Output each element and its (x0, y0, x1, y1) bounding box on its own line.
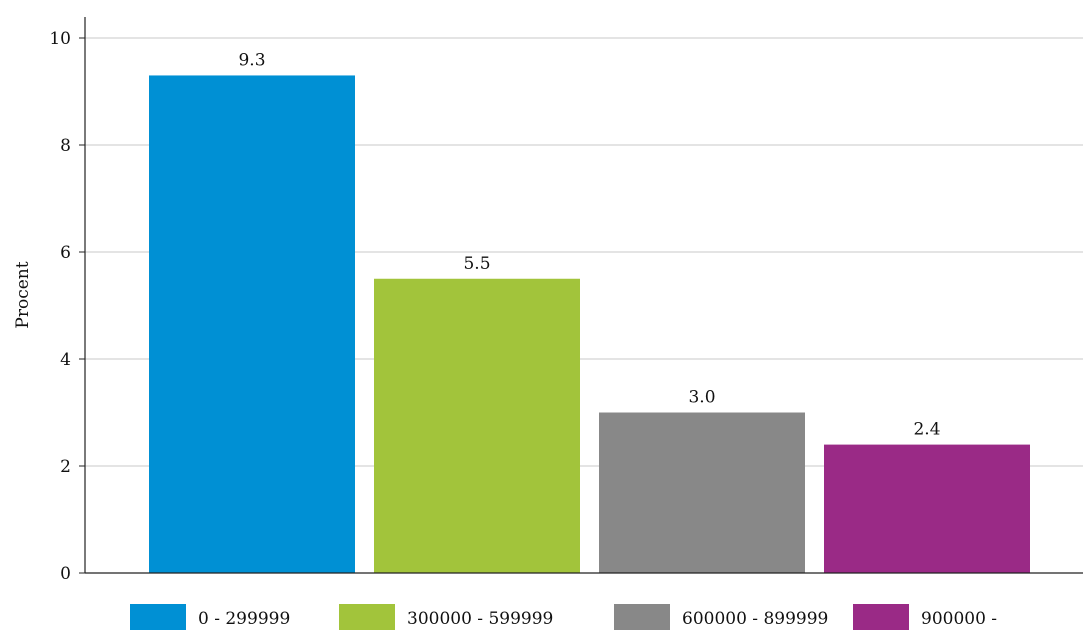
value-labels: 9.3 5.5 3.0 2.4 (238, 50, 940, 439)
axes: 0 2 4 6 8 10 (49, 17, 1083, 584)
bar-value-label: 5.5 (463, 254, 490, 274)
legend-swatch (339, 604, 395, 630)
y-tick-label: 4 (60, 350, 71, 370)
bar (374, 278, 580, 573)
bar (824, 444, 1030, 573)
legend-label: 0 - 299999 (198, 609, 290, 629)
legend-swatch (853, 604, 909, 630)
bar (599, 412, 805, 573)
legend-swatch (614, 604, 670, 630)
bar-value-label: 3.0 (688, 388, 715, 408)
y-tick-label: 0 (60, 564, 71, 584)
legend-label: 900000 - (921, 609, 997, 629)
y-tick-label: 10 (49, 29, 71, 49)
legend: 0 - 299999 300000 - 599999 600000 - 899999… (130, 604, 997, 630)
bar-value-label: 2.4 (913, 420, 940, 440)
legend-swatch (130, 604, 186, 630)
legend-label: 300000 - 599999 (407, 609, 553, 629)
y-tick-label: 8 (60, 136, 71, 156)
y-tick-label: 2 (60, 457, 71, 477)
bars (149, 75, 1030, 573)
legend-label: 600000 - 899999 (682, 609, 828, 629)
bar (149, 75, 355, 573)
y-tick-label: 6 (60, 243, 71, 263)
bar-value-label: 9.3 (238, 50, 265, 70)
y-axis-title: Procent (13, 261, 33, 328)
